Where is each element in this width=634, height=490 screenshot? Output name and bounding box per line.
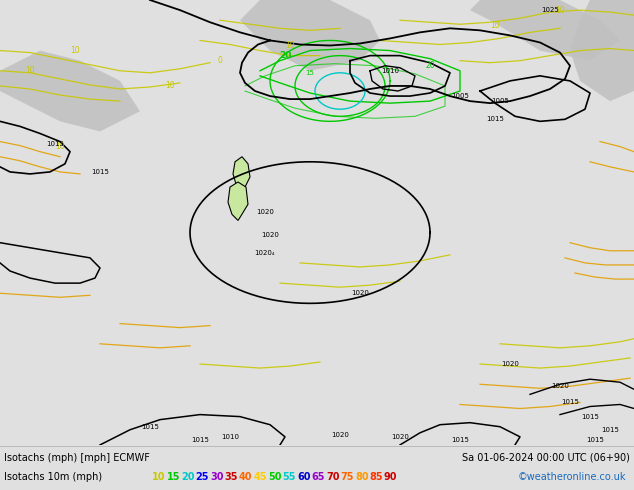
Text: 35: 35 (224, 472, 238, 482)
Text: 70: 70 (326, 472, 339, 482)
Text: 1015: 1015 (561, 399, 579, 405)
Polygon shape (228, 182, 248, 220)
Text: 1020: 1020 (261, 232, 279, 238)
Text: 85: 85 (370, 472, 383, 482)
Text: 80: 80 (355, 472, 368, 482)
Text: 1005: 1005 (491, 98, 509, 104)
Text: 1020: 1020 (551, 383, 569, 389)
Text: 10: 10 (490, 21, 500, 30)
Text: 20: 20 (279, 51, 291, 60)
Text: 1015: 1015 (91, 169, 109, 175)
Text: 1015: 1015 (191, 437, 209, 443)
Text: 75: 75 (340, 472, 354, 482)
Text: 1025: 1025 (541, 7, 559, 13)
Text: 1015: 1015 (451, 437, 469, 443)
Text: 10: 10 (555, 5, 565, 15)
Text: ©weatheronline.co.uk: ©weatheronline.co.uk (517, 472, 626, 482)
Text: 1020: 1020 (331, 432, 349, 438)
Text: 1015: 1015 (586, 437, 604, 443)
Polygon shape (233, 157, 250, 190)
Polygon shape (0, 50, 140, 131)
Polygon shape (570, 0, 634, 101)
Text: 1020: 1020 (391, 434, 409, 440)
Text: 1010: 1010 (221, 434, 239, 440)
Text: Isotachs (mph) [mph] ECMWF: Isotachs (mph) [mph] ECMWF (4, 453, 150, 463)
Text: 15: 15 (306, 70, 314, 76)
Text: 1015: 1015 (46, 141, 64, 147)
Text: 65: 65 (311, 472, 325, 482)
Text: 90: 90 (384, 472, 398, 482)
Text: 1015: 1015 (141, 424, 159, 430)
Text: 1015: 1015 (486, 116, 504, 122)
Text: 40: 40 (239, 472, 252, 482)
Text: 10: 10 (285, 41, 295, 50)
Text: 25: 25 (195, 472, 209, 482)
Text: 1020₄: 1020₄ (255, 250, 275, 256)
Text: 20: 20 (181, 472, 195, 482)
Text: 10: 10 (55, 142, 65, 151)
Text: 20: 20 (425, 61, 435, 70)
Text: 15: 15 (167, 472, 180, 482)
Text: 1015: 1015 (601, 427, 619, 433)
Text: 10: 10 (70, 46, 80, 55)
Text: 1020: 1020 (256, 209, 274, 215)
Text: 30: 30 (210, 472, 224, 482)
Text: 10: 10 (25, 66, 35, 75)
Text: 55: 55 (283, 472, 296, 482)
Text: 60: 60 (297, 472, 311, 482)
Text: 1020: 1020 (501, 361, 519, 367)
Text: 1015: 1015 (581, 414, 599, 419)
Text: 10: 10 (152, 472, 165, 482)
Text: 50: 50 (268, 472, 281, 482)
Text: 10: 10 (165, 81, 175, 91)
Text: Sa 01-06-2024 00:00 UTC (06+90): Sa 01-06-2024 00:00 UTC (06+90) (462, 453, 630, 463)
Polygon shape (240, 0, 380, 71)
Text: 0: 0 (217, 56, 223, 65)
Text: 1005: 1005 (451, 93, 469, 99)
Polygon shape (470, 0, 620, 61)
Text: Isotachs 10m (mph): Isotachs 10m (mph) (4, 472, 102, 482)
Text: 1010: 1010 (381, 68, 399, 74)
Text: 45: 45 (254, 472, 267, 482)
Text: 1020: 1020 (351, 290, 369, 296)
